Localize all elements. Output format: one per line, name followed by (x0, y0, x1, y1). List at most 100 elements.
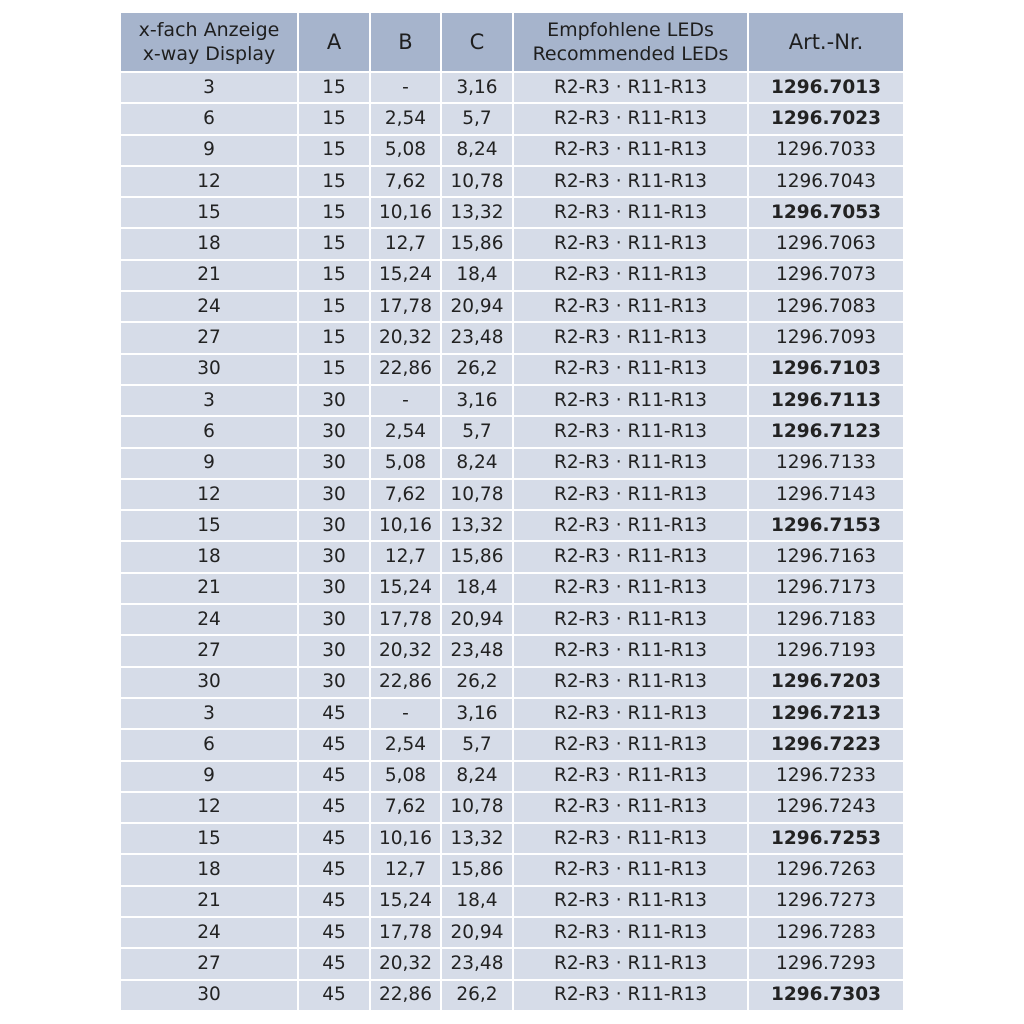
cell-b: 22,86 (369, 352, 442, 386)
cell-a: 45 (297, 696, 371, 731)
cell-article-number: 1296.7153 (747, 509, 905, 543)
cell-leds: R2-R3 · R11-R13 (512, 70, 749, 105)
cell-x-way: 15 (119, 196, 299, 230)
cell-x-way: 27 (119, 634, 299, 668)
header-a: A (297, 11, 371, 73)
header-line: x-fach Anzeige (138, 19, 280, 41)
cell-c: 18,4 (440, 258, 514, 293)
cell-leds: R2-R3 · R11-R13 (512, 540, 749, 574)
cell-leds: R2-R3 · R11-R13 (512, 227, 749, 261)
cell-x-way: 3 (119, 70, 299, 105)
cell-b: 22,86 (369, 665, 442, 699)
cell-x-way: 6 (119, 102, 299, 136)
table-row: 15 45 10,16 13,32 R2-R3 · R11-R13 1296.7253 (119, 822, 905, 856)
table-row: 6 30 2,54 5,7 R2-R3 · R11-R13 1296.7123 (119, 415, 905, 449)
cell-a: 45 (297, 853, 371, 887)
cell-a: 45 (297, 884, 371, 919)
cell-a: 30 (297, 540, 371, 574)
cell-leds: R2-R3 · R11-R13 (512, 947, 749, 981)
cell-c: 26,2 (440, 352, 514, 386)
cell-a: 15 (297, 321, 371, 355)
cell-article-number: 1296.7143 (747, 477, 905, 512)
cell-leds: R2-R3 · R11-R13 (512, 853, 749, 887)
product-table: x-fach Anzeige x-way Display A B C Empfoh… (119, 11, 905, 1012)
cell-article-number: 1296.7133 (747, 446, 905, 480)
table-row: 3 30-3,16 R2-R3 · R11-R13 1296.7113 (119, 383, 905, 418)
cell-x-way: 21 (119, 258, 299, 293)
table-row: 24 15 17,78 20,94 R2-R3 · R11-R13 1296.7083 (119, 290, 905, 324)
cell-x-way: 30 (119, 352, 299, 386)
cell-c: 15,86 (440, 227, 514, 261)
cell-b: 10,16 (369, 196, 442, 230)
cell-c: 8,24 (440, 759, 514, 793)
cell-b: - (369, 383, 442, 418)
cell-a: 15 (297, 164, 371, 199)
table-row: 6 45 2,54 5,7 R2-R3 · R11-R13 1296.7223 (119, 728, 905, 762)
cell-x-way: 6 (119, 728, 299, 762)
cell-x-way: 9 (119, 446, 299, 480)
cell-x-way: 9 (119, 759, 299, 793)
cell-article-number: 1296.7053 (747, 196, 905, 230)
cell-x-way: 21 (119, 571, 299, 606)
cell-b: 20,32 (369, 634, 442, 668)
header-recommended-leds: Empfohlene LEDs Recommended LEDs (512, 11, 749, 73)
cell-a: 45 (297, 978, 371, 1012)
cell-a: 30 (297, 415, 371, 449)
cell-a: 15 (297, 258, 371, 293)
cell-x-way: 24 (119, 290, 299, 324)
cell-b: 7,62 (369, 164, 442, 199)
cell-c: 20,94 (440, 603, 514, 637)
cell-c: 13,32 (440, 822, 514, 856)
cell-c: 23,48 (440, 634, 514, 668)
cell-x-way: 24 (119, 916, 299, 950)
table-row: 30 15 22,86 26,2 R2-R3 · R11-R13 1296.7103 (119, 352, 905, 386)
cell-article-number: 1296.7283 (747, 916, 905, 950)
cell-b: - (369, 696, 442, 731)
cell-a: 15 (297, 227, 371, 261)
cell-a: 30 (297, 665, 371, 699)
cell-b: 12,7 (369, 540, 442, 574)
cell-leds: R2-R3 · R11-R13 (512, 759, 749, 793)
cell-a: 30 (297, 571, 371, 606)
cell-x-way: 12 (119, 477, 299, 512)
cell-c: 10,78 (440, 477, 514, 512)
cell-article-number: 1296.7083 (747, 290, 905, 324)
cell-b: 7,62 (369, 477, 442, 512)
cell-article-number: 1296.7263 (747, 853, 905, 887)
table-row: 9 45 5,08 8,24 R2-R3 · R11-R13 1296.7233 (119, 759, 905, 793)
cell-leds: R2-R3 · R11-R13 (512, 696, 749, 731)
cell-c: 23,48 (440, 321, 514, 355)
cell-a: 30 (297, 446, 371, 480)
table-row: 21 45 15,24 18,4 R2-R3 · R11-R13 1296.7273 (119, 884, 905, 919)
cell-x-way: 18 (119, 540, 299, 574)
cell-c: 8,24 (440, 133, 514, 167)
cell-c: 18,4 (440, 884, 514, 919)
cell-x-way: 3 (119, 383, 299, 418)
cell-leds: R2-R3 · R11-R13 (512, 665, 749, 699)
cell-article-number: 1296.7193 (747, 634, 905, 668)
cell-article-number: 1296.7243 (747, 790, 905, 825)
cell-c: 5,7 (440, 415, 514, 449)
cell-x-way: 18 (119, 227, 299, 261)
cell-b: 15,24 (369, 884, 442, 919)
cell-article-number: 1296.7223 (747, 728, 905, 762)
cell-leds: R2-R3 · R11-R13 (512, 383, 749, 418)
header-row: x-fach Anzeige x-way Display A B C Empfoh… (119, 11, 905, 73)
cell-article-number: 1296.7033 (747, 133, 905, 167)
cell-a: 15 (297, 70, 371, 105)
cell-c: 10,78 (440, 790, 514, 825)
cell-b: 15,24 (369, 571, 442, 606)
cell-a: 45 (297, 728, 371, 762)
cell-a: 45 (297, 759, 371, 793)
cell-b: 17,78 (369, 603, 442, 637)
cell-c: 3,16 (440, 383, 514, 418)
table-row: 21 15 15,24 18,4 R2-R3 · R11-R13 1296.7073 (119, 258, 905, 293)
header-x-way-display: x-fach Anzeige x-way Display (119, 11, 299, 73)
cell-c: 13,32 (440, 509, 514, 543)
cell-x-way: 9 (119, 133, 299, 167)
cell-x-way: 3 (119, 696, 299, 731)
cell-leds: R2-R3 · R11-R13 (512, 352, 749, 386)
cell-article-number: 1296.7023 (747, 102, 905, 136)
cell-article-number: 1296.7233 (747, 759, 905, 793)
cell-b: - (369, 70, 442, 105)
